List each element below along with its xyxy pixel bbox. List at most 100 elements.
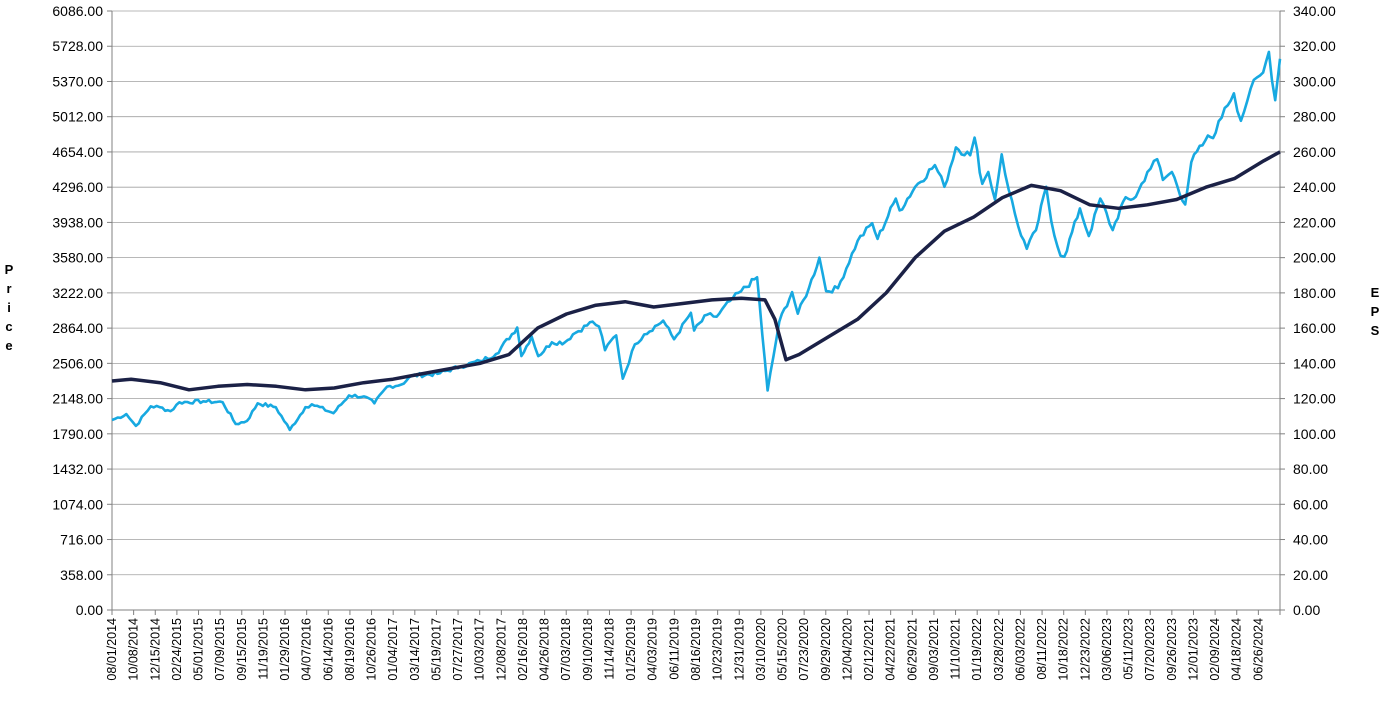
x-tick-label: 12/23/2022 [1078,618,1092,681]
x-tick-label: 11/10/2021 [949,618,963,680]
x-tick-label: 09/03/2021 [927,618,941,681]
y2-tick-label: 340.00 [1293,3,1336,19]
x-tick-label: 04/18/2024 [1230,618,1244,681]
y2-tick-label: 220.00 [1293,214,1336,230]
y2-tick-label: 0.00 [1293,602,1320,618]
gridlines [112,10,1280,576]
x-tick-label: 12/08/2017 [494,618,508,681]
x-tick-label: 04/03/2019 [646,618,660,681]
y-tick-label: 1432.00 [52,461,103,477]
x-tick-label: 08/01/2014 [105,618,119,681]
x-tick-label: 06/14/2016 [321,618,335,681]
x-tick-label: 01/04/2017 [386,618,400,681]
x-tick-label: 04/07/2016 [300,618,314,681]
y-tick-label: 6086.00 [52,3,103,19]
y2-tick-label: 100.00 [1293,426,1336,442]
y2-tick-label: 240.00 [1293,179,1336,195]
y-tick-label: 5728.00 [52,38,103,54]
y2-tick-label: 280.00 [1293,109,1336,125]
x-tick-label: 06/29/2021 [905,618,919,681]
x-tick-label: 05/19/2017 [429,618,443,681]
y-tick-label: 3580.00 [52,250,103,266]
y-tick-label: 2148.00 [52,391,103,407]
right-axis-title: EPS [1371,285,1380,338]
y2-tick-label: 120.00 [1293,391,1336,407]
x-tick-label: 06/26/2024 [1251,618,1265,681]
price-series-line [111,50,1282,432]
y2-tick-label: 40.00 [1293,532,1328,548]
y-tick-label: 1790.00 [52,426,103,442]
y2-title-letter: S [1371,323,1380,338]
y-tick-label: 5370.00 [52,73,103,89]
y2-tick-label: 140.00 [1293,355,1336,371]
x-tick-label: 01/25/2019 [624,618,638,681]
x-tick-label: 01/19/2022 [970,618,984,681]
x-tick-label: 10/26/2016 [365,618,379,681]
x-tick-label: 03/10/2020 [754,618,768,681]
x-tick-label: 09/29/2020 [819,618,833,681]
x-tick-label: 02/16/2018 [516,618,530,681]
y-tick-label: 716.00 [60,532,103,548]
y-title-letter: c [5,319,12,334]
x-tick-label: 09/26/2023 [1165,618,1179,681]
x-tick-label: 07/23/2020 [797,618,811,681]
x-tick-label: 04/22/2021 [884,618,898,681]
x-tick-label: 11/14/2018 [602,618,616,680]
y-tick-label: 4296.00 [52,179,103,195]
x-tick-label: 07/09/2015 [213,618,227,681]
x-tick-label: 08/11/2022 [1035,618,1049,680]
y-title-letter: r [6,281,11,296]
x-tick-label: 01/29/2016 [278,618,292,681]
x-tick-label: 08/16/2019 [689,618,703,681]
y2-tick-label: 80.00 [1293,461,1328,477]
y2-tick-label: 20.00 [1293,567,1328,583]
x-tick-label: 02/09/2024 [1208,618,1222,681]
x-tick-label: 02/12/2021 [862,618,876,681]
y-title-letter: e [5,338,12,353]
x-tick-label: 02/24/2015 [170,618,184,681]
x-tick-label: 12/01/2023 [1186,618,1200,681]
x-tick-label: 10/03/2017 [473,618,487,681]
x-tick-label: 09/15/2015 [235,618,249,681]
x-tick-label: 10/18/2022 [1057,618,1071,681]
x-tick-label: 07/03/2018 [559,618,573,681]
y-tick-label: 2506.00 [52,355,103,371]
axes [111,11,1281,611]
x-tick-label: 10/08/2014 [127,618,141,681]
x-tick-label: 03/06/2023 [1100,618,1114,681]
x-tick-label: 07/27/2017 [451,618,465,681]
x-tick-label: 06/03/2022 [1013,618,1027,681]
x-tick-label: 05/01/2015 [192,618,206,681]
y2-tick-label: 320.00 [1293,38,1336,54]
x-tick-label: 12/31/2019 [732,618,746,681]
x-tick-label: 12/04/2020 [840,618,854,681]
x-tick-label: 11/19/2015 [256,618,270,680]
x-tick-label: 07/20/2023 [1143,618,1157,681]
y2-title-letter: P [1371,304,1380,319]
x-tick-label: 09/10/2018 [581,618,595,681]
y2-tick-label: 260.00 [1293,144,1336,160]
y-tick-label: 0.00 [76,602,103,618]
y-title-letter: P [5,262,14,277]
y2-title-letter: E [1371,285,1380,300]
x-tick-label: 05/11/2023 [1122,618,1136,680]
x-tick-label: 08/19/2016 [343,618,357,681]
y2-tick-label: 180.00 [1293,285,1336,301]
left-axis-ticks: 0.00 358.00 716.00 1074.00 1432.00 1790.00 214… [52,3,112,618]
y2-tick-label: 60.00 [1293,496,1328,512]
x-tick-label: 04/26/2018 [538,618,552,681]
y-tick-label: 4654.00 [52,144,103,160]
y-tick-label: 358.00 [60,567,103,583]
y-title-letter: i [7,300,11,315]
y-tick-label: 3938.00 [52,214,103,230]
x-tick-label: 12/15/2014 [148,618,162,681]
x-tick-label: 06/11/2019 [667,618,681,680]
x-tick-label: 03/28/2022 [992,618,1006,681]
y-tick-label: 1074.00 [52,496,103,512]
right-axis-ticks: 0.00 20.00 40.00 60.00 80.00 100.00 120.00 140.… [1280,3,1336,618]
x-tick-label: 03/14/2017 [408,618,422,681]
y2-tick-label: 200.00 [1293,250,1336,266]
y2-tick-label: 160.00 [1293,320,1336,336]
